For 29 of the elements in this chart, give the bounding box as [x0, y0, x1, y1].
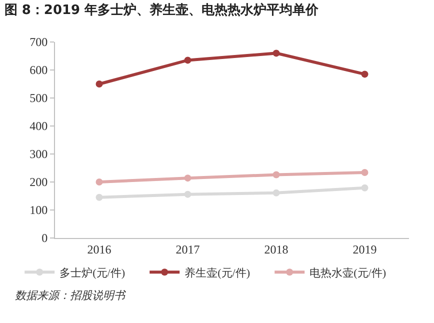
y-tick-label: 100: [30, 203, 48, 218]
y-tick-label: 200: [30, 175, 48, 190]
chart-title: 图 8：2019 年多士炉、养生壶、电热热水炉平均单价: [4, 2, 320, 18]
legend-label: 电热水壶(元/件): [310, 266, 386, 280]
point: [272, 189, 280, 196]
y-tick-label: 400: [30, 119, 48, 134]
y-tick-label: 500: [30, 91, 48, 106]
point: [96, 178, 103, 186]
point: [272, 50, 280, 57]
point: [184, 174, 192, 182]
point: [96, 194, 103, 201]
legend-label: 养生壶(元/件): [184, 266, 250, 280]
point: [361, 70, 368, 78]
y-tick-label: 300: [30, 147, 48, 162]
source-note: 数据来源：招股说明书: [15, 289, 127, 302]
x-tick-label: 2018: [264, 242, 288, 256]
point: [361, 168, 368, 176]
y-tick-label: 700: [30, 35, 48, 50]
x-tick-label: 2016: [87, 242, 112, 256]
point: [184, 56, 192, 64]
legend-label: 多士炉(元/件): [60, 266, 126, 280]
y-tick-label: 600: [30, 63, 48, 78]
x-tick-label: 2017: [176, 242, 200, 256]
point: [184, 190, 192, 198]
point: [96, 80, 103, 88]
y-tick-label: 0: [42, 231, 48, 246]
x-tick-label: 2019: [352, 242, 377, 256]
point: [272, 171, 280, 178]
point: [361, 184, 368, 192]
